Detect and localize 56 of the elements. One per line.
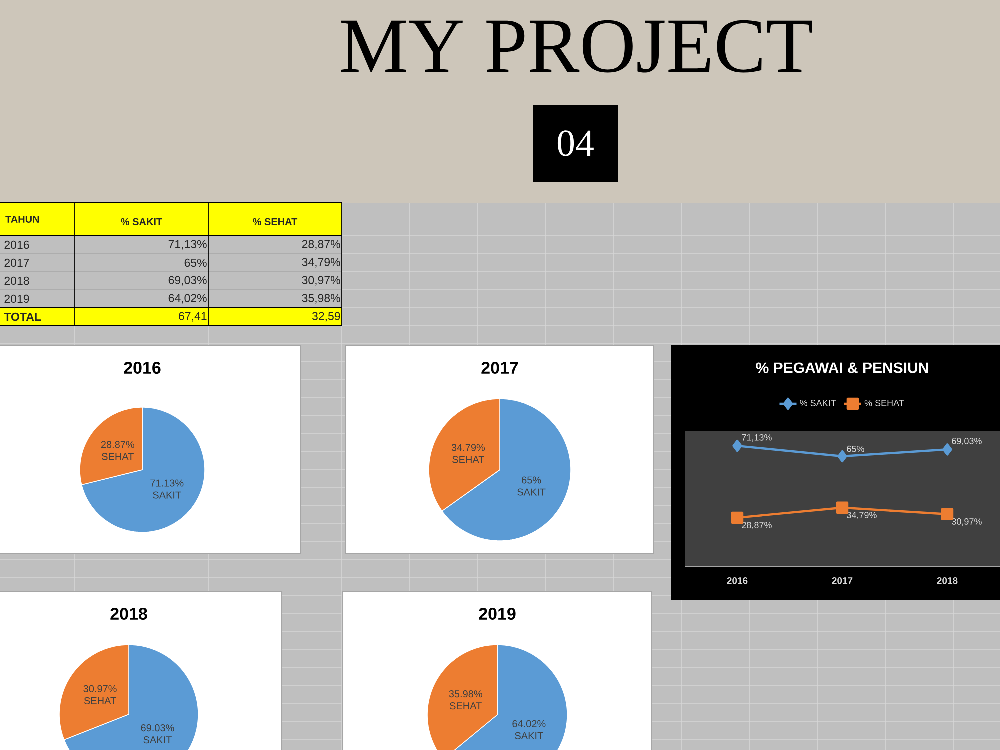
text: 04	[558, 130, 594, 156]
slice-label: SEHAT	[452, 456, 485, 464]
data-label: 28,87%	[742, 522, 772, 530]
text: 71,13%	[168, 240, 207, 250]
data-label: 69,03%	[952, 438, 982, 446]
point	[942, 444, 952, 456]
data-label: 69.03%	[141, 724, 174, 732]
x-tick-label: 2017	[832, 578, 853, 584]
data-label: 65%	[522, 476, 542, 484]
chart-title: 2018	[110, 608, 148, 620]
y-tick-label: 2019	[4, 294, 30, 304]
slice-label: SAKIT	[515, 732, 544, 740]
slice-label: SEHAT	[84, 697, 116, 704]
data-label: 71.13%	[150, 480, 184, 487]
slice-label: SEHAT	[450, 702, 482, 710]
chart-title: % PEGAWAI & PENSIUN	[756, 362, 928, 374]
chart-title: 2019	[479, 608, 516, 620]
slice-label: SAKIT	[153, 492, 182, 499]
slice-label: SEHAT	[102, 453, 134, 460]
point	[731, 512, 744, 524]
legend-label: % SAKIT	[800, 400, 836, 406]
y-tick-label: 2018	[4, 276, 30, 286]
point	[836, 502, 849, 514]
data-label: 34.79%	[452, 444, 486, 452]
text: 64,02%	[168, 294, 207, 304]
data-label: 28.87%	[101, 441, 134, 448]
y-tick-label: 2017	[4, 258, 30, 268]
y-axis-title: TAHUN	[6, 216, 40, 223]
x-tick-label: 2018	[937, 578, 958, 584]
data-label: 65%	[847, 446, 864, 452]
text: 34,79%	[302, 258, 340, 268]
data-label: 35.98%	[449, 690, 482, 698]
data-label: 64.02%	[512, 720, 546, 728]
chart-title: 2017	[482, 362, 518, 374]
text: 69,03%	[168, 276, 207, 286]
text: 30,97%	[302, 276, 340, 286]
text: 67,41	[179, 312, 207, 322]
data-label: 34,79%	[847, 512, 877, 520]
point	[941, 508, 954, 520]
text: 28,87%	[302, 240, 340, 250]
point	[732, 440, 742, 452]
slice-label: SAKIT	[144, 736, 172, 744]
y-tick-label: TOTAL	[4, 312, 42, 322]
text: 32,59	[312, 312, 340, 322]
data-label: 30.97%	[84, 685, 117, 692]
y-tick-label: 2016	[4, 240, 30, 250]
slice-label: SAKIT	[518, 488, 546, 496]
text: 35,98%	[302, 294, 340, 304]
point	[838, 450, 848, 463]
x-tick-label: 2016	[727, 578, 748, 584]
legend-label: % SEHAT	[864, 400, 904, 406]
text: 65%	[184, 258, 207, 268]
text: MY PROJECT	[341, 20, 812, 73]
chart-title: 2016	[124, 362, 161, 374]
data-label: 30,97%	[952, 518, 982, 526]
data-label: 71,13%	[742, 434, 772, 442]
